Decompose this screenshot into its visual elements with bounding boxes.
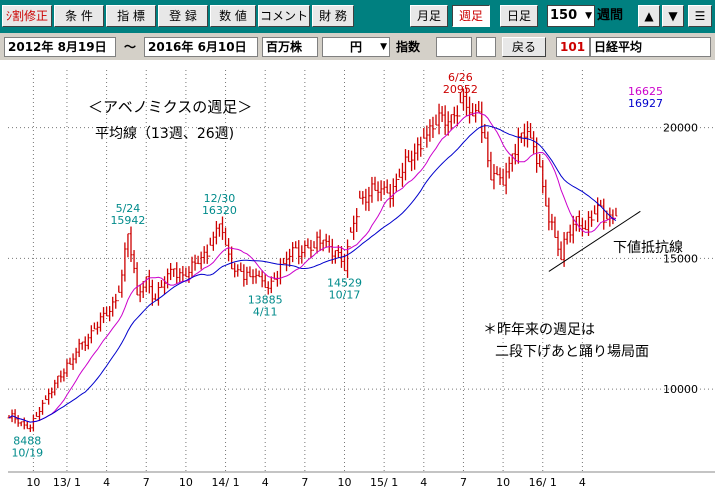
support-line-label: 下値抵抗線 [613,240,683,256]
x-tick-label: 10 [338,476,352,489]
date-to-field[interactable]: 2016年 6月10日 [144,37,258,57]
x-axis: 10 13/ 1 4 7 10 14/ 1 4 7 10 15/ 1 4 7 10 16/ 1 4 [8,471,715,489]
up-arrow-icon[interactable]: ▲ [638,5,660,27]
daily-button[interactable]: 日足 [500,5,538,27]
financials-button[interactable]: 財 務 [312,5,354,27]
x-tick-label: 7 [143,476,150,489]
index-field-2[interactable] [476,37,496,57]
x-tick-label: 4 [579,476,586,489]
x-tick-label: 13/ 1 [53,476,81,489]
x-tick-label: 16/ 1 [529,476,557,489]
comment-line-1: ＊昨年来の週足は [483,322,595,338]
period-count-value: 150 [550,8,578,23]
x-tick-label: 10 [26,476,40,489]
chart-subtitle: 平均線（13週、26週) [95,126,234,142]
ma26-line [8,125,617,423]
support-line [548,210,641,272]
stock-code-field[interactable]: 101 [556,37,590,57]
annotation-date: 12/30 [204,192,236,205]
ma26-legend: 16927 [628,97,663,110]
values-button[interactable]: 数 値 [210,5,256,27]
y-tick-label: 15000 [663,252,698,265]
annotation-value: 14529 [327,277,362,290]
x-tick-label: 7 [460,476,467,489]
annotation-date: 6/26 [448,71,473,84]
annotation-date: 10/17 [329,289,361,302]
x-tick-label: 7 [301,476,308,489]
annotation-date: 5/24 [116,202,141,215]
x-tick-label: 10 [496,476,510,489]
x-tick-label: 4 [103,476,110,489]
ma13-legend: 16625 [628,85,663,98]
x-tick-label: 14/ 1 [211,476,239,489]
annotation-value: 13885 [248,294,283,307]
annotation-date: 4/11 [253,306,278,319]
stock-name-field: 日経平均 [590,37,711,57]
info-bar: 2012年 8月19日 ～ 2016年 6月10日 百万株 円 ▼ 指数 戻る 1… [0,33,715,60]
range-separator: ～ [124,40,137,54]
comment-line-2: 二段下げあと踊り場局面 [495,344,649,360]
weekly-chart: 下値抵抗線 5/241594212/30163206/2620952848810… [0,60,715,490]
x-tick-label: 10 [179,476,193,489]
chevron-down-icon: ▼ [585,11,592,21]
period-count-select[interactable]: 150 ▼ [547,5,595,27]
down-arrow-icon[interactable]: ▼ [662,5,684,27]
toolbar: ｼ割修正 条 件 指 標 登 録 数 値 コメント 財 務 月足 週足 日足 1… [0,0,715,33]
conditions-button[interactable]: 条 件 [54,5,104,27]
chart-title: ＜アベノミクスの週足＞ [88,98,252,116]
weekly-button[interactable]: 週足 [452,5,490,27]
annotation-date: 10/19 [11,447,43,460]
date-from-field[interactable]: 2012年 8月19日 [4,37,116,57]
chart-background [0,60,715,490]
price-bars [7,87,618,432]
period-unit-label: 週間 [597,8,624,23]
y-tick-label: 10000 [663,383,698,396]
currency-select[interactable]: 円 ▼ [322,37,390,57]
x-tick-label: 4 [262,476,269,489]
indicators-button[interactable]: 指 標 [106,5,156,27]
annotation-value: 20952 [443,83,478,96]
index-field-1[interactable] [436,37,472,57]
grid [8,70,715,472]
index-label: 指数 [396,40,421,54]
annotation-value: 8488 [13,435,41,448]
comment-button[interactable]: コメント [258,5,310,27]
x-tick-label: 4 [420,476,427,489]
ma13-line [8,112,616,423]
currency-value: 円 [349,40,362,54]
menu-icon[interactable]: ☰ [688,5,712,27]
y-tick-label: 20000 [663,122,698,135]
back-button[interactable]: 戻る [502,37,546,57]
annotation-value: 16320 [202,204,237,217]
monthly-button[interactable]: 月足 [410,5,448,27]
chevron-down-icon: ▼ [380,42,387,52]
x-tick-label: 15/ 1 [370,476,398,489]
annotation-value: 15942 [110,214,145,227]
register-button[interactable]: 登 録 [158,5,208,27]
volume-unit-field: 百万株 [262,37,318,57]
y-axis: 10000 15000 20000 [663,122,698,396]
split-correction-button[interactable]: ｼ割修正 [2,5,52,27]
